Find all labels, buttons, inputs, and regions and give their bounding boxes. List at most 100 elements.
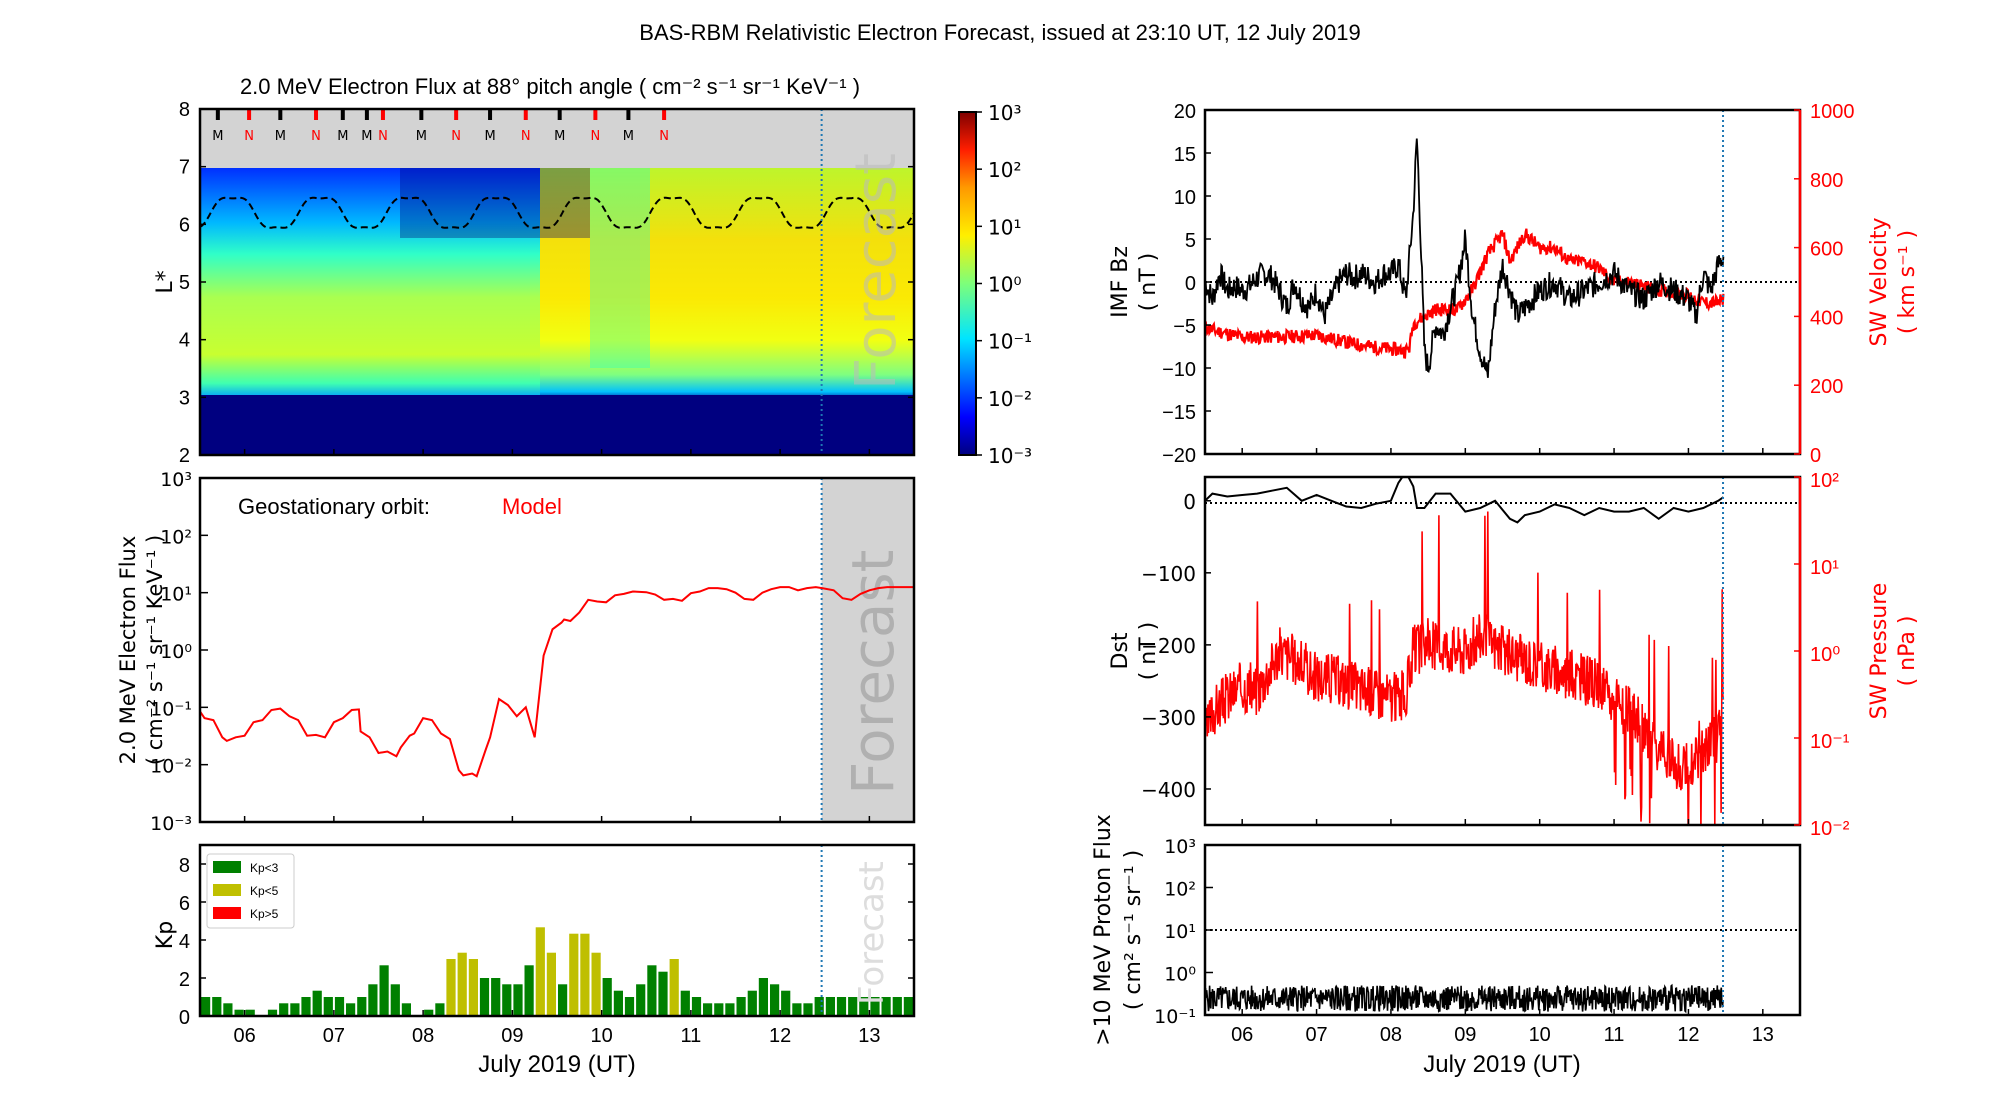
geo-annotation-value: Model bbox=[502, 494, 562, 519]
mn-marker-tick bbox=[662, 110, 667, 120]
dst-line bbox=[1205, 477, 1724, 524]
proton-flux-line bbox=[1205, 983, 1724, 1014]
y-tick-label-right: 10¹ bbox=[1810, 557, 1839, 579]
y-tick-label: 10⁻³ bbox=[150, 813, 192, 835]
legend-swatch-kp-mid bbox=[213, 884, 241, 896]
kp-ticks: 0 2 4 6 8 06 07 08 09 10 11 12 13 bbox=[179, 855, 914, 1047]
kp-bar bbox=[870, 997, 880, 1016]
kp-bar bbox=[736, 997, 746, 1016]
lstar-ylabel: L* bbox=[153, 270, 178, 293]
kp-bar bbox=[792, 1003, 802, 1016]
imf-ylabel-1: IMF Bz bbox=[1108, 246, 1133, 318]
kp-bar bbox=[558, 984, 568, 1016]
y-tick-label: −400 bbox=[1141, 778, 1196, 802]
sw-pressure-line bbox=[1205, 511, 1725, 825]
kp-bar bbox=[346, 1003, 356, 1016]
mn-marker-tick bbox=[215, 110, 220, 120]
x-tick-label: 11 bbox=[1604, 1024, 1625, 1046]
kp-bar bbox=[703, 1003, 713, 1016]
kp-bar bbox=[613, 990, 623, 1016]
kp-bar bbox=[323, 997, 333, 1016]
y-tick-label: 6 bbox=[179, 893, 190, 915]
velocity-ylabel-1: SW Velocity bbox=[1867, 217, 1892, 346]
mn-marker-label: M bbox=[554, 129, 565, 144]
kp-bar bbox=[725, 1003, 735, 1016]
kp-bar bbox=[691, 997, 702, 1016]
kp-bar bbox=[647, 965, 657, 1016]
kp-bar bbox=[301, 997, 311, 1016]
kp-bar bbox=[245, 1009, 255, 1016]
kp-bar bbox=[714, 1003, 724, 1016]
mn-marker-band bbox=[200, 109, 914, 168]
mn-marker-label: M bbox=[416, 129, 427, 144]
y-tick-label-right: 200 bbox=[1810, 376, 1843, 398]
y-tick-label: 10² bbox=[160, 526, 192, 548]
x-tick-label: 09 bbox=[1454, 1024, 1476, 1046]
colorbar-tick-label: 10⁻¹ bbox=[988, 330, 1032, 354]
y-tick-label: 2 bbox=[179, 969, 190, 991]
mn-marker-tick bbox=[340, 110, 345, 120]
geo-flux-panel: Forecast Geostationary orbit: Model 10⁻³… bbox=[116, 469, 916, 835]
y-tick-label: 15 bbox=[1174, 144, 1196, 166]
kp-bar bbox=[836, 997, 847, 1016]
mn-marker-tick bbox=[278, 110, 283, 120]
mn-marker-label: N bbox=[244, 129, 254, 144]
kp-bar bbox=[825, 997, 835, 1016]
mn-marker-label: N bbox=[451, 129, 461, 144]
figure-title: BAS-RBM Relativistic Electron Forecast, … bbox=[639, 20, 1360, 45]
y-tick-label-right: 10⁻¹ bbox=[1810, 731, 1850, 753]
kp-bar bbox=[747, 990, 757, 1016]
colorbar-tick-label: 10² bbox=[988, 158, 1021, 182]
y-tick-label-right: 600 bbox=[1810, 239, 1843, 261]
kp-bar bbox=[669, 959, 679, 1016]
legend-label-kp-mid: Kp<5 bbox=[250, 884, 279, 898]
lstar-title: 2.0 MeV Electron Flux at 88° pitch angle… bbox=[240, 74, 860, 99]
mn-marker-label: M bbox=[623, 129, 634, 144]
kp-bar bbox=[290, 1003, 300, 1016]
y-tick-label: 6 bbox=[179, 214, 190, 236]
kp-bar bbox=[379, 965, 389, 1016]
mn-marker-tick bbox=[626, 110, 631, 120]
kp-bar bbox=[580, 933, 590, 1016]
y-tick-label: 5 bbox=[1185, 230, 1196, 252]
y-tick-label: 20 bbox=[1174, 101, 1196, 123]
colorbar-tick-label: 10⁻³ bbox=[988, 444, 1032, 468]
y-tick-label: 0 bbox=[1183, 490, 1196, 514]
x-tick-label: 12 bbox=[769, 1025, 791, 1047]
colorbar bbox=[958, 111, 977, 456]
proton-ylabel-2: ( cm² s⁻¹ sr⁻¹ ) bbox=[1121, 850, 1146, 1010]
proton-panel: 10⁻¹ 10⁰ 10¹ 10² 10³ 06 07 08 09 10 11 12 13 >10 MeV… bbox=[1091, 814, 1802, 1078]
mn-marker-tick bbox=[247, 110, 252, 120]
colorbar-tick-label: 10⁰ bbox=[988, 273, 1021, 297]
x-tick-label: 06 bbox=[234, 1025, 256, 1047]
legend-label-kp-high: Kp>5 bbox=[250, 907, 279, 921]
y-tick-label: 0 bbox=[179, 1007, 190, 1029]
y-tick-label: −10 bbox=[1162, 359, 1196, 381]
dst-ylabel-2: ( nT ) bbox=[1136, 622, 1161, 681]
y-tick-label: 10³ bbox=[1164, 836, 1196, 858]
x-tick-label: 07 bbox=[1305, 1024, 1327, 1046]
y-tick-label: 10³ bbox=[160, 469, 192, 491]
kp-bar bbox=[368, 984, 378, 1016]
mn-marker-label: M bbox=[275, 129, 286, 144]
kp-bar bbox=[212, 997, 222, 1016]
y-tick-label: 4 bbox=[179, 330, 190, 352]
x-tick-label: 13 bbox=[1752, 1024, 1774, 1046]
y-tick-label: 7 bbox=[179, 157, 190, 179]
forecast-watermark-mid: Forecast bbox=[839, 550, 907, 795]
kp-bar bbox=[781, 990, 791, 1016]
mn-marker-label: M bbox=[361, 129, 372, 144]
kp-bar bbox=[267, 1009, 278, 1016]
kp-bar bbox=[758, 978, 768, 1016]
kp-bar bbox=[814, 997, 824, 1016]
kp-bar bbox=[468, 959, 478, 1016]
legend-swatch-kp-high bbox=[213, 907, 241, 919]
proton-ylabel-1: >10 MeV Proton Flux bbox=[1091, 814, 1116, 1046]
y-tick-label-right: 1000 bbox=[1810, 101, 1855, 123]
kp-bar bbox=[223, 1003, 233, 1016]
proton-ticks: 10⁻¹ 10⁰ 10¹ 10² 10³ 06 07 08 09 10 11 12 13 bbox=[1154, 836, 1774, 1046]
mn-marker-label: N bbox=[591, 129, 601, 144]
mn-marker-tick bbox=[364, 110, 369, 120]
